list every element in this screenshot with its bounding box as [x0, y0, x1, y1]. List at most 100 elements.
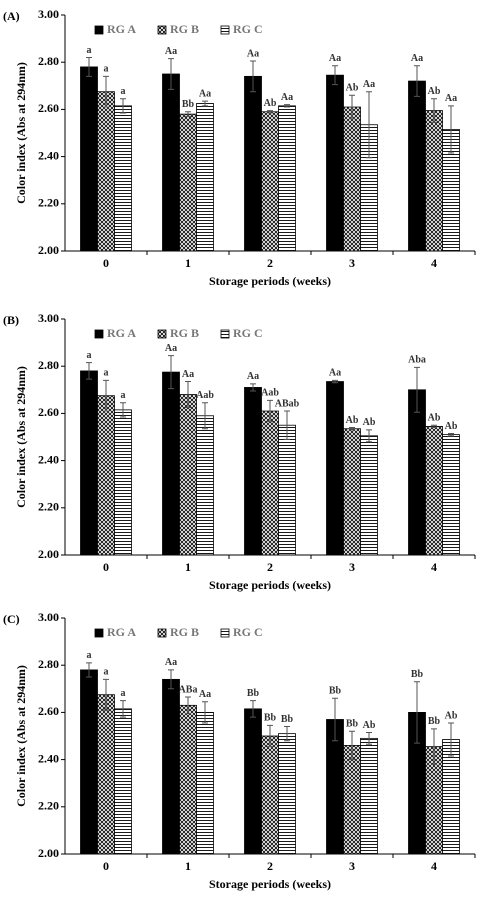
- significance-label: Aa: [199, 88, 211, 99]
- legend-swatch: [157, 329, 167, 339]
- error-bar: [366, 731, 372, 745]
- significance-label: a: [87, 350, 92, 361]
- bar: [179, 394, 197, 556]
- x-axis-title: Storage periods (weeks): [209, 274, 331, 288]
- y-tick-label: 2.40: [38, 751, 59, 765]
- y-tick-label: 2.60: [38, 704, 59, 718]
- error-bar: [332, 379, 338, 384]
- significance-label: Ab: [346, 415, 359, 426]
- legend-swatch: [220, 25, 230, 35]
- bar: [244, 387, 262, 556]
- x-tick-label: 1: [185, 256, 191, 270]
- y-tick-label: 2.20: [38, 799, 59, 813]
- bar: [261, 735, 279, 855]
- bar: [278, 733, 296, 855]
- y-tick-label: 2.20: [38, 500, 59, 514]
- y-tick-label: 3.00: [38, 610, 59, 624]
- significance-label: Bb: [329, 686, 342, 697]
- legend-swatch: [94, 25, 104, 35]
- error-bar: [448, 722, 454, 757]
- x-tick-label: 0: [103, 859, 109, 873]
- error-bar: [120, 98, 126, 114]
- panel-label: (B): [3, 313, 19, 327]
- y-tick-label: 2.00: [38, 547, 59, 561]
- bar: [97, 395, 115, 556]
- legend-swatch: [157, 628, 167, 638]
- x-tick-label: 4: [431, 256, 437, 270]
- significance-label: Aa: [165, 657, 177, 668]
- bar: [162, 73, 180, 252]
- bar: [326, 74, 344, 252]
- significance-label: Aa: [247, 48, 259, 59]
- significance-label: Bb: [428, 716, 441, 727]
- y-axis-title: Color index (Abs at 294nm): [14, 665, 28, 807]
- error-bar: [349, 730, 355, 761]
- significance-label: Aab: [261, 388, 279, 399]
- y-tick-label: 2.60: [38, 405, 59, 419]
- y-tick-label: 2.00: [38, 243, 59, 257]
- significance-label: a: [121, 390, 126, 401]
- error-bar: [349, 94, 355, 120]
- bar: [408, 80, 426, 252]
- bar: [425, 110, 443, 252]
- significance-label: Bb: [346, 719, 359, 730]
- panel-label: (A): [3, 9, 20, 23]
- significance-label: Ab: [346, 83, 359, 94]
- bar: [261, 111, 279, 252]
- bar: [244, 75, 262, 252]
- bar: [425, 425, 443, 556]
- significance-label: Aa: [165, 343, 177, 354]
- bar: [196, 415, 214, 556]
- error-bar: [332, 65, 338, 86]
- bar: [360, 435, 378, 556]
- y-tick-label: 2.40: [38, 452, 59, 466]
- significance-label: Aa: [363, 79, 375, 90]
- bar: [80, 370, 98, 556]
- legend-swatch: [94, 628, 104, 638]
- y-axis-title: Color index (Abs at 294nm): [14, 62, 28, 204]
- x-tick-label: 1: [185, 859, 191, 873]
- error-bar: [284, 104, 290, 108]
- x-tick-label: 3: [349, 256, 355, 270]
- x-tick-label: 3: [349, 859, 355, 873]
- error-bar: [250, 700, 256, 718]
- error-bar: [120, 700, 126, 718]
- error-bar: [284, 726, 290, 742]
- legend-label: RG A: [107, 22, 136, 36]
- bar: [80, 66, 98, 252]
- bar: [442, 739, 460, 855]
- bar: [80, 669, 98, 855]
- y-tick-label: 3.00: [38, 7, 59, 21]
- bar: [343, 428, 361, 556]
- x-axis-title: Storage periods (weeks): [209, 877, 331, 891]
- axes: [64, 15, 475, 252]
- significance-label: Aa: [281, 92, 293, 103]
- panel-label: (C): [3, 612, 20, 626]
- error-bar: [103, 379, 109, 412]
- legend-label: RG B: [170, 625, 199, 639]
- bar: [343, 106, 361, 252]
- error-bar: [431, 728, 437, 765]
- error-bar: [168, 58, 174, 90]
- y-tick-label: 2.20: [38, 196, 59, 210]
- significance-label: Aa: [165, 46, 177, 57]
- x-tick-label: 2: [267, 859, 273, 873]
- x-tick-label: 4: [431, 859, 437, 873]
- error-bar: [366, 91, 372, 159]
- legend-label: RG A: [107, 625, 136, 639]
- significance-label: Bb: [281, 714, 294, 725]
- legend-label: RG C: [233, 326, 263, 340]
- bar: [196, 712, 214, 855]
- error-bar: [168, 355, 174, 390]
- legend-swatch: [94, 329, 104, 339]
- error-bar: [267, 724, 273, 748]
- bar: [244, 708, 262, 855]
- error-bar: [332, 697, 338, 742]
- significance-label: a: [104, 667, 109, 678]
- x-tick-label: 0: [103, 256, 109, 270]
- significance-label: Aab: [196, 390, 214, 401]
- significance-label: Ab: [428, 86, 441, 97]
- error-bar: [448, 105, 454, 154]
- significance-label: ABab: [275, 398, 300, 409]
